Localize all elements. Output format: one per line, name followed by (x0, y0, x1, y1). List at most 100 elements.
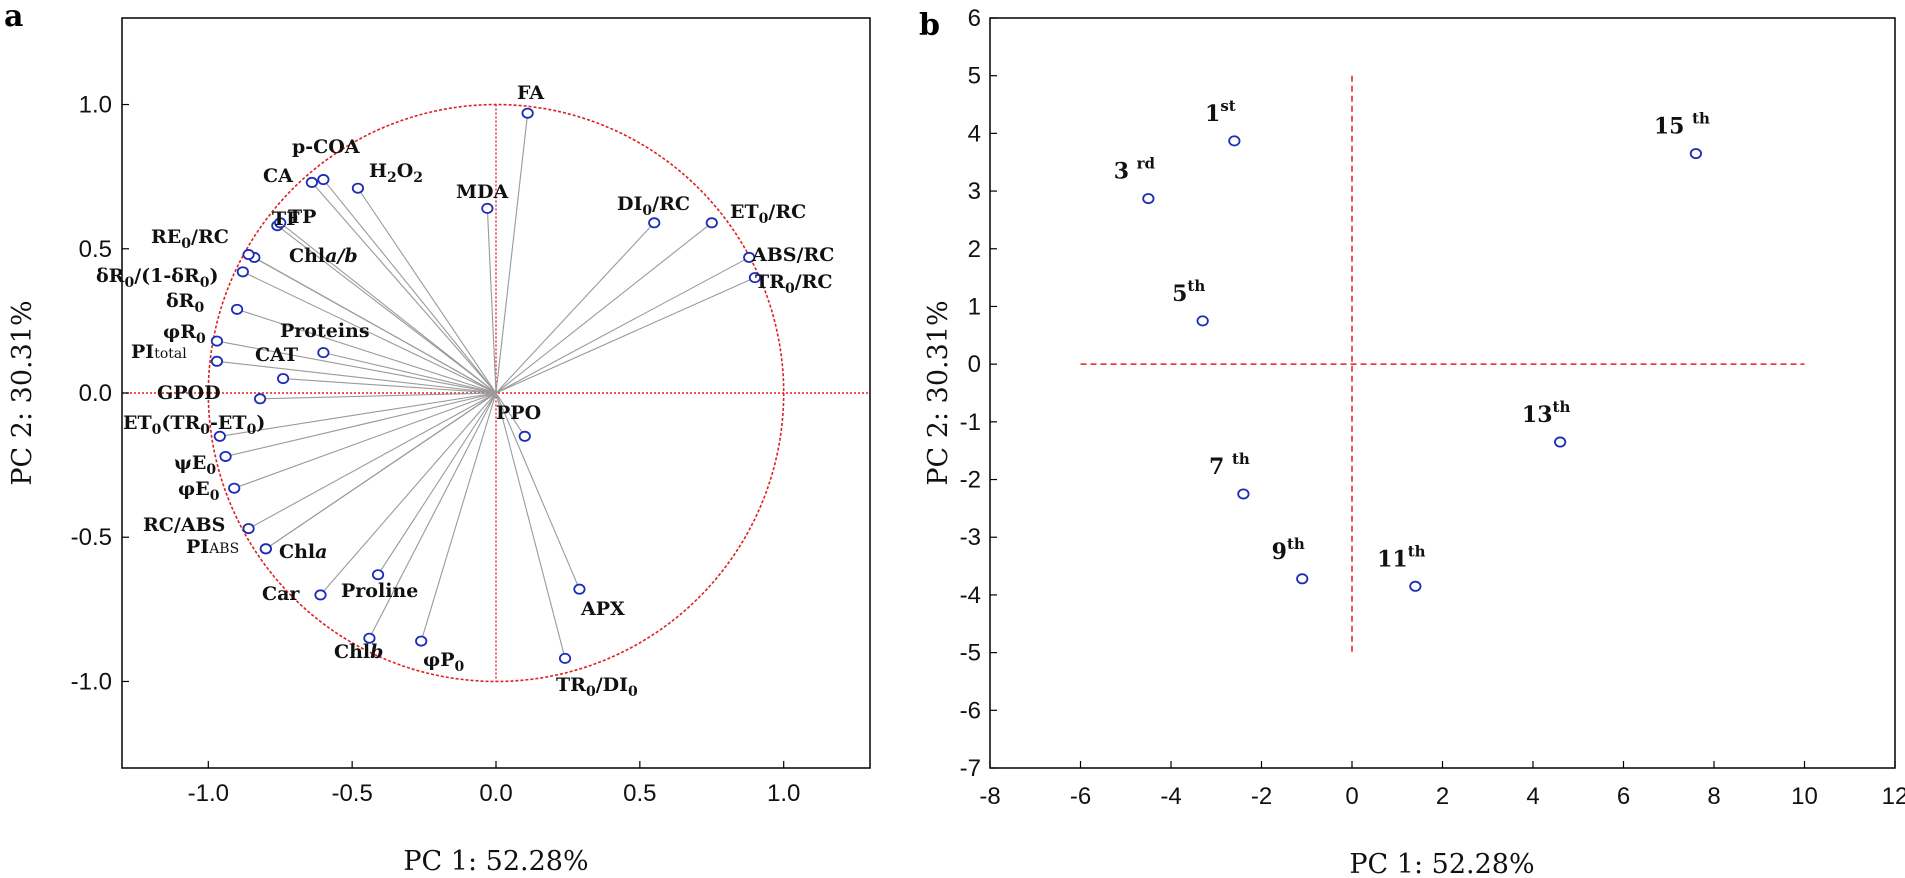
score-point-1st (1228, 135, 1241, 147)
score-point-5th (1196, 315, 1209, 327)
scores-y-tick-label: -2 (960, 467, 981, 494)
loadings-plot: -1.0 -0.5 0.0 0.5 1.0 1.0 0.5 0.0 -0.5 -1.0 PC 1:… (7, 17, 871, 877)
label-phir0: φR0 (163, 321, 206, 347)
label-ppo-text: PPO (496, 402, 541, 424)
scores-y-tick-label: -5 (960, 640, 981, 667)
loading-vector-pitotal (216, 360, 497, 394)
loading-point-et0-tr0-et0 (213, 430, 226, 442)
loading-point-gpod (253, 393, 267, 405)
loading-point-chlb (363, 632, 376, 644)
label-et0-rc-text: ET (730, 201, 759, 223)
scores-x-tick-label: 12 (1882, 783, 1905, 810)
loading-vector-ca (311, 182, 497, 394)
score-label-7-th: 7 th (1209, 450, 1250, 480)
loading-point-r0 (230, 303, 244, 315)
label-dr0-text: δR (166, 290, 195, 312)
scores-x-tick-label: -4 (1160, 783, 1181, 810)
label-tp: TP (288, 206, 316, 228)
score-point-3-rd (1142, 193, 1155, 205)
label-abs-rc-text: ABS/RC (751, 244, 834, 266)
loading-vector-chla-b (248, 254, 497, 394)
label-chla-text: Chl (279, 541, 315, 563)
loading-point-rc-abs (242, 523, 255, 535)
label-chla: Chla (279, 541, 327, 563)
label-chlb: Chlb (334, 641, 383, 663)
loading-point-pitotal (210, 355, 224, 367)
label-piabs-text: PI (186, 536, 209, 558)
label-dr0-ratio: δR0/(1-δR0) (96, 265, 218, 291)
label-di0-rc-text: DI (617, 193, 642, 215)
label-cat-text: CAT (255, 344, 298, 366)
loading-vector-cat (283, 378, 497, 394)
label-car-text: Car (262, 583, 300, 605)
loading-point-et0-rc (705, 217, 718, 229)
scores-y-axis-title: PC 2: 30.31% (923, 300, 954, 485)
score-label-11th: 11th (1377, 542, 1426, 572)
label-h2o2-text: H (369, 160, 387, 182)
loading-vector-chla (265, 392, 497, 550)
loadings-y-axis-title: PC 2: 30.31% (7, 300, 38, 485)
loadings-x-tick-label: -0.5 (331, 780, 372, 807)
scores-x-tick-label: 0 (1345, 783, 1358, 810)
label-apx: APX (580, 598, 625, 620)
scores-reference-lines (1080, 75, 1805, 653)
loading-point-mda (481, 202, 494, 214)
loading-point-r0-1-r0 (236, 266, 249, 278)
scores-x-tick-label: 4 (1526, 783, 1539, 810)
loading-vectors (216, 113, 756, 659)
loading-point-chla (259, 543, 272, 555)
loadings-y-tick-label: -1.0 (71, 668, 112, 695)
loading-point-p-coa (317, 174, 330, 186)
label-phir0-text: φR (163, 321, 196, 343)
score-label-3-rd: 3 rd (1114, 155, 1156, 185)
panel-b-letter: b (919, 8, 940, 43)
label-fa-text: FA (517, 82, 544, 104)
scores-x-tick-label: 10 (1791, 783, 1818, 810)
loadings-x-tick-label: 0.5 (623, 780, 656, 807)
label-tf-text: TF (272, 208, 300, 230)
score-label-13th: 13th (1522, 398, 1571, 428)
scores-y-tick-label: 5 (968, 63, 981, 90)
loadings-x-axis-title: PC 1: 52.28% (403, 846, 588, 877)
scores-y-tick-label: 3 (968, 178, 981, 205)
loading-vector-h2o2 (357, 187, 497, 394)
loading-point-chla-b (242, 249, 255, 261)
loading-vector-di0-rc (495, 222, 655, 394)
loading-point-h2o2 (351, 182, 365, 194)
loading-point-tp (274, 217, 287, 229)
loading-vector-tr0-di0 (495, 392, 566, 659)
scores-plot-frame (989, 17, 1896, 769)
scores-plot: 1st 3 rd 5th 7 th 9th 11th 13th 15 th -8 -6 -4 -2 0… (923, 5, 1905, 878)
unit-circle-outline (207, 103, 785, 683)
label-psie0-text: ψE (174, 452, 206, 474)
label-dr0: δR0 (166, 290, 204, 316)
label-rc-abs: RC/ABS (143, 514, 225, 536)
label-chlb-text: Chl (334, 641, 370, 663)
loading-point-e0 (219, 450, 232, 462)
loading-vector-chlb (368, 392, 497, 639)
score-label-5th: 5th (1172, 277, 1205, 307)
label-et0-rc: ET0/RC (730, 201, 806, 227)
label-dr0-ratio-text: δR (96, 265, 125, 287)
score-label-1st: 1st (1205, 97, 1236, 127)
scores-y-tick-label: -7 (960, 755, 981, 782)
label-phip0: φP0 (423, 649, 464, 675)
score-label-15-th: 15 th (1654, 110, 1710, 140)
score-labels: 1st 3 rd 5th 7 th 9th 11th 13th 15 th (1114, 97, 1710, 572)
loadings-y-tick-label: 1.0 (79, 92, 112, 119)
loadings-y-tick-label: -0.5 (71, 524, 112, 551)
label-tr0-rc: TR0/RC (755, 271, 833, 297)
loading-labels: FA p-COA CA H2O2 MDA DI0/RC ET0/RC ABS/R… (96, 82, 834, 700)
label-mda: MDA (456, 181, 509, 203)
panel-a-letter: a (4, 0, 23, 34)
loading-markers (210, 107, 762, 664)
label-h2o2: H2O2 (369, 160, 423, 186)
score-markers (1142, 135, 1703, 592)
label-p-coa: p-COA (292, 136, 360, 158)
label-re0-rc-text: RE (151, 226, 181, 248)
label-et0-tr0-text: ET (123, 412, 152, 434)
loading-point-r0 (210, 335, 224, 347)
label-mda-text: MDA (456, 181, 509, 203)
loading-vector-tf (277, 225, 497, 394)
loadings-y-tick-label: 0.0 (79, 380, 112, 407)
